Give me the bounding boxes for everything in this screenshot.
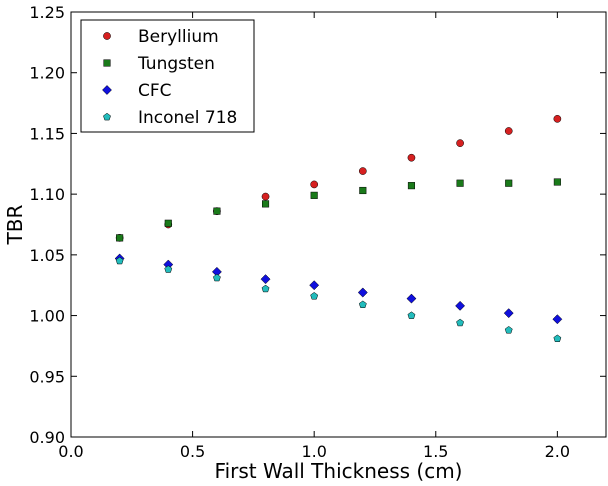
data-point <box>407 182 416 190</box>
data-point <box>358 167 367 175</box>
data-point <box>407 311 416 319</box>
data-marks <box>114 115 563 342</box>
legend: Beryllium Tungsten CFC Inconel 718 <box>80 19 255 133</box>
legend-box <box>80 19 255 133</box>
data-point <box>261 192 270 201</box>
data-point <box>504 326 513 334</box>
series-inconel-718 <box>115 256 562 342</box>
y-tick-label: 1.25 <box>29 3 65 22</box>
series-beryllium <box>115 115 562 242</box>
data-point <box>503 308 514 319</box>
x-axis-label: First Wall Thickness (cm) <box>215 459 463 483</box>
y-tick-label: 1.00 <box>29 307 65 326</box>
data-point <box>359 186 367 195</box>
series-cfc <box>114 253 563 325</box>
data-point <box>553 334 562 342</box>
data-point <box>455 300 466 311</box>
legend-marker <box>103 32 111 40</box>
axis-ticks: 0.0 0.5 1.0 1.5 2.0 0.90 0.95 1.00 1.05 1.10 1.15 1… <box>29 3 606 461</box>
data-point <box>309 280 320 291</box>
data-point <box>164 219 172 227</box>
plot-frame <box>70 11 607 438</box>
legend-marker <box>103 59 111 67</box>
x-tick-label: 2.0 <box>545 442 570 461</box>
data-point <box>357 287 368 298</box>
data-point <box>358 300 367 308</box>
data-point <box>260 274 271 285</box>
legend-label: CFC <box>138 81 172 101</box>
y-tick-label: 1.10 <box>29 185 65 204</box>
data-point <box>116 234 124 242</box>
data-point <box>310 292 319 300</box>
data-point <box>456 179 464 187</box>
x-tick-label: 1.5 <box>423 442 448 461</box>
y-tick-label: 1.15 <box>29 124 65 143</box>
data-point <box>406 293 417 304</box>
data-point <box>552 314 563 325</box>
data-point <box>310 180 319 189</box>
y-axis-label: TBR <box>3 204 27 245</box>
y-tick-label: 1.05 <box>29 246 65 265</box>
data-point <box>407 153 416 162</box>
data-point <box>213 207 221 215</box>
data-point <box>553 178 561 186</box>
legend-label: Beryllium <box>138 27 219 47</box>
data-point <box>261 284 270 293</box>
y-tick-label: 0.90 <box>29 428 65 447</box>
series-tungsten <box>116 178 561 242</box>
legend-label: Tungsten <box>137 54 215 74</box>
x-tick-label: 0.0 <box>58 442 83 461</box>
data-point <box>456 318 464 327</box>
legend-label: Inconel 718 <box>138 108 237 128</box>
data-point <box>261 200 270 208</box>
y-tick-label: 0.95 <box>29 367 65 386</box>
x-tick-label: 0.5 <box>180 442 205 461</box>
data-point <box>213 273 221 282</box>
x-tick-label: 1.0 <box>301 442 326 461</box>
y-tick-label: 1.20 <box>29 64 65 83</box>
data-point <box>310 191 318 199</box>
data-point <box>115 256 124 265</box>
plot-area <box>70 11 607 438</box>
data-point <box>505 179 513 187</box>
legend-marker <box>103 112 111 121</box>
legend-marker <box>102 85 112 95</box>
data-point <box>504 127 513 135</box>
data-point <box>553 115 562 123</box>
data-point <box>456 139 464 147</box>
data-point <box>164 265 173 273</box>
